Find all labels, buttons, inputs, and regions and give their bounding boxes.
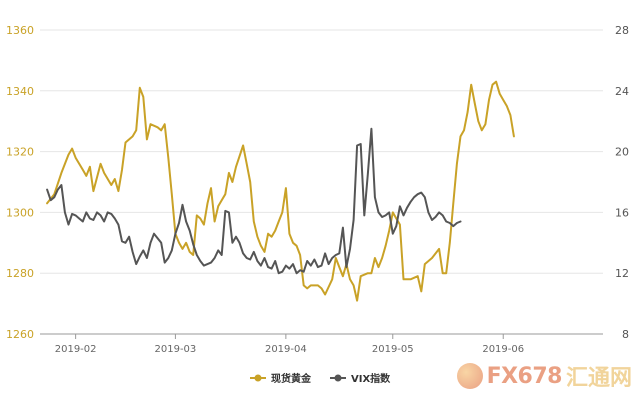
right-tick-label: 12 bbox=[615, 267, 629, 280]
left-tick-label: 1280 bbox=[6, 267, 34, 280]
series-group bbox=[46, 80, 515, 302]
legend-label: VIX指数 bbox=[351, 372, 391, 385]
right-tick-label: 20 bbox=[615, 146, 629, 159]
gold-series-line bbox=[46, 80, 515, 302]
x-tick-label: 2019-06 bbox=[482, 344, 524, 355]
fx678-logo-icon bbox=[456, 363, 483, 389]
left-tick-label: 1300 bbox=[6, 206, 34, 219]
right-tick-label: 16 bbox=[615, 206, 629, 219]
legend[interactable]: 现货黄金 VIX指数 bbox=[250, 372, 391, 385]
left-tick-label: 1360 bbox=[6, 24, 34, 37]
left-tick-label: 1260 bbox=[6, 328, 34, 341]
right-tick-label: 8 bbox=[622, 328, 629, 341]
left-tick-label: 1340 bbox=[6, 85, 34, 98]
x-tick-label: 2019-04 bbox=[265, 344, 307, 355]
left-tick-label: 1320 bbox=[6, 146, 34, 159]
right-tick-label: 28 bbox=[615, 24, 629, 37]
watermark-cn: 汇通网 bbox=[565, 366, 632, 391]
legend-marker-icon bbox=[254, 374, 262, 382]
left-axis: 1260 1280 1300 1320 1340 1360 bbox=[6, 24, 34, 341]
vix-series-line bbox=[46, 127, 462, 275]
x-tick-label: 2019-02 bbox=[55, 344, 97, 355]
legend-item-vix[interactable]: VIX指数 bbox=[330, 372, 391, 385]
legend-marker-icon bbox=[334, 374, 342, 382]
legend-label: 现货黄金 bbox=[271, 372, 312, 385]
x-tick-label: 2019-05 bbox=[372, 344, 414, 355]
x-axis: 2019-02 2019-03 2019-04 2019-05 2019-06 bbox=[40, 333, 603, 355]
legend-item-gold[interactable]: 现货黄金 bbox=[250, 372, 312, 385]
x-tick-label: 2019-03 bbox=[155, 344, 197, 355]
right-axis: 8 12 16 20 24 28 bbox=[615, 24, 629, 341]
right-tick-label: 24 bbox=[615, 85, 629, 98]
watermark-text: FX678 bbox=[486, 363, 563, 389]
watermark: FX678 汇通网 bbox=[456, 360, 632, 392]
